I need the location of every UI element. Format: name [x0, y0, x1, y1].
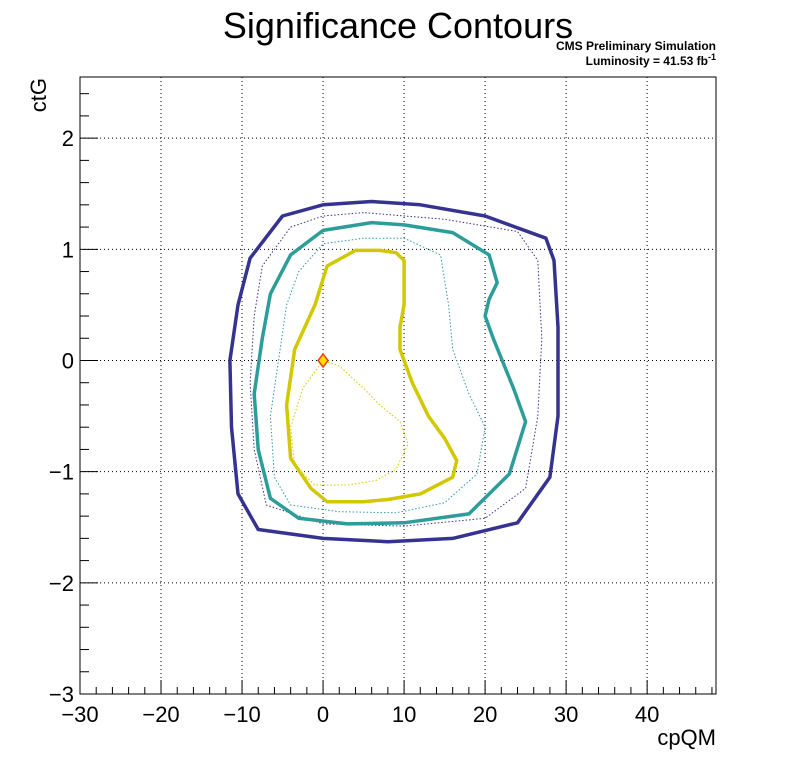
y-tick-label: 2 — [62, 126, 74, 151]
best-fit-marker — [317, 352, 330, 369]
luminosity-text: Luminosity = 41.53 fb — [586, 54, 708, 68]
y-tick-label: −3 — [49, 682, 74, 707]
x-tick-label: 20 — [473, 702, 497, 727]
contour-middle-solid — [252, 220, 528, 526]
plot-frame — [79, 76, 717, 695]
x-tick-label: 10 — [392, 702, 416, 727]
y-axis-label: ctG — [26, 78, 51, 112]
luminosity-label: Luminosity = 41.53 fb-1 — [586, 52, 716, 68]
x-tick-label: 30 — [554, 702, 578, 727]
x-tick-label: −10 — [223, 702, 260, 727]
luminosity-unit-sup: -1 — [708, 52, 716, 62]
axis-ticks — [79, 93, 713, 695]
contour-middle-dotted — [269, 237, 486, 514]
y-tick-label: −1 — [49, 460, 74, 485]
contour-outer-dotted — [249, 212, 543, 527]
cms-label: CMS Preliminary Simulation — [556, 39, 716, 53]
x-tick-label: 0 — [317, 702, 329, 727]
y-tick-label: 0 — [62, 348, 74, 373]
contour-lines — [228, 199, 560, 544]
y-tick-label: −2 — [49, 571, 74, 596]
x-tick-label: −20 — [142, 702, 179, 727]
grid-lines — [79, 77, 716, 695]
contour-inner-dotted — [290, 360, 409, 486]
chart-title: Significance Contours — [223, 5, 573, 46]
best-fit-marker-layer — [317, 352, 330, 369]
contour-outer-solid — [228, 199, 560, 544]
x-tick-label: −30 — [61, 702, 98, 727]
y-tick-label: 1 — [62, 237, 74, 262]
x-axis-label: cpQM — [657, 725, 716, 750]
x-tick-label: 40 — [635, 702, 659, 727]
contour-inner-solid — [284, 248, 459, 504]
